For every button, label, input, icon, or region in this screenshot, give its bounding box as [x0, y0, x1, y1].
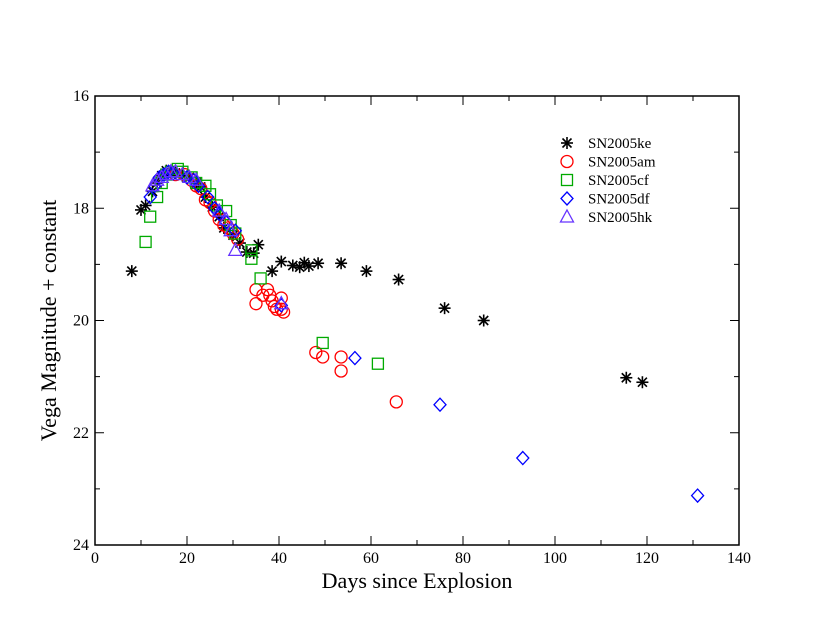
- y-tick-label: 24: [73, 537, 89, 554]
- legend-marker-sn2005ke: [561, 137, 573, 149]
- data-point-sn2005am: [316, 350, 330, 364]
- legend-marker-sn2005df: [560, 191, 574, 206]
- data-point-sn2005am: [265, 294, 279, 308]
- data-point-sn2005cf: [316, 336, 329, 350]
- data-point-sn2005am: [260, 282, 275, 297]
- data-point-sn2005ke: [302, 260, 315, 273]
- x-tick-label: 0: [91, 550, 99, 567]
- data-point-sn2005am: [309, 345, 323, 360]
- data-point-sn2005ke: [636, 376, 649, 389]
- x-tick-label: 120: [635, 550, 659, 567]
- data-point-sn2005cf: [229, 227, 242, 240]
- data-point-sn2005df: [433, 397, 447, 413]
- legend-item-sn2005df: SN2005df: [560, 191, 650, 208]
- data-point-sn2005df: [143, 189, 158, 205]
- y-tick-label: 20: [73, 313, 89, 330]
- data-point-sn2005ke: [620, 371, 633, 384]
- x-tick-label: 100: [543, 550, 567, 567]
- data-point-sn2005ke: [438, 302, 451, 315]
- data-point-sn2005am: [276, 305, 291, 319]
- legend-label: SN2005am: [588, 155, 656, 171]
- data-point-sn2005df: [228, 223, 243, 239]
- y-tick-label: 22: [73, 425, 89, 442]
- legend-item-sn2005ke: SN2005ke: [561, 136, 652, 152]
- series-sn2005hk: [144, 163, 289, 310]
- data-point-sn2005ke: [125, 265, 138, 278]
- data-point-sn2005ke: [312, 257, 325, 270]
- data-point-sn2005am: [334, 364, 348, 378]
- data-point-sn2005hk: [181, 169, 197, 184]
- legend-marker-sn2005hk: [559, 208, 575, 223]
- y-tick-label: 16: [73, 88, 89, 105]
- x-tick-label: 140: [727, 550, 751, 567]
- data-point-sn2005hk: [223, 222, 239, 237]
- x-tick-label: 40: [271, 550, 287, 567]
- data-points: [125, 162, 705, 504]
- legend-item-sn2005hk: SN2005hk: [559, 208, 653, 226]
- data-point-sn2005ke: [266, 265, 279, 278]
- data-point-sn2005hk: [188, 171, 204, 186]
- data-point-sn2005cf: [245, 244, 258, 257]
- y-axis-title: Vega Magnitude + constant: [36, 200, 61, 442]
- data-point-sn2005cf: [139, 235, 152, 249]
- legend-item-sn2005cf: SN2005cf: [560, 173, 649, 189]
- y-tick-label: 18: [73, 200, 89, 217]
- data-point-sn2005hk: [167, 163, 184, 178]
- data-point-sn2005ke: [139, 199, 152, 212]
- data-point-sn2005am: [389, 395, 403, 409]
- legend: SN2005ke SN2005am SN2005cf SN2005df SN2005hk: [559, 136, 656, 226]
- x-tick-label: 20: [179, 550, 195, 567]
- data-point-sn2005df: [690, 488, 705, 504]
- legend-label: SN2005df: [588, 192, 650, 208]
- data-point-sn2005am: [249, 297, 263, 311]
- data-point-sn2005ke: [275, 255, 288, 268]
- data-point-sn2005am: [334, 350, 348, 364]
- plot-frame: [94, 95, 740, 546]
- data-point-sn2005cf: [371, 357, 385, 370]
- data-point-sn2005cf: [144, 210, 157, 223]
- data-point-sn2005ke: [392, 273, 405, 286]
- data-point-sn2005hk: [174, 166, 190, 181]
- data-point-sn2005cf: [245, 252, 258, 265]
- legend-marker-sn2005cf: [560, 173, 574, 187]
- tick-labels: 0 20 40 60 80 100 120 140 16 18 20 22 24: [73, 88, 751, 567]
- x-axis-title: Days since Explosion: [322, 568, 513, 593]
- x-tick-label: 80: [455, 550, 471, 567]
- data-point-sn2005df: [348, 350, 362, 366]
- legend-label: SN2005ke: [588, 136, 652, 152]
- data-point-sn2005df: [180, 169, 194, 185]
- data-point-sn2005hk: [158, 166, 174, 181]
- data-point-sn2005ke: [360, 265, 373, 278]
- legend-label: SN2005cf: [588, 173, 649, 189]
- data-point-sn2005hk: [211, 202, 227, 217]
- data-point-sn2005df: [200, 189, 215, 205]
- data-point-sn2005ke: [335, 257, 348, 270]
- data-point-sn2005hk: [273, 295, 289, 310]
- x-tick-label: 60: [363, 550, 379, 567]
- data-point-sn2005hk: [218, 211, 234, 226]
- legend-label: SN2005hk: [588, 210, 653, 226]
- legend-marker-sn2005am: [560, 154, 574, 169]
- data-point-sn2005cf: [150, 190, 164, 204]
- data-point-sn2005am: [274, 291, 288, 305]
- series-sn2005cf: [139, 162, 385, 370]
- data-point-sn2005hk: [227, 241, 243, 256]
- legend-item-sn2005am: SN2005am: [560, 154, 656, 171]
- series-sn2005am: [168, 167, 403, 409]
- data-point-sn2005ke: [477, 314, 490, 327]
- data-point-sn2005df: [515, 450, 530, 466]
- data-point-sn2005cf: [254, 272, 267, 285]
